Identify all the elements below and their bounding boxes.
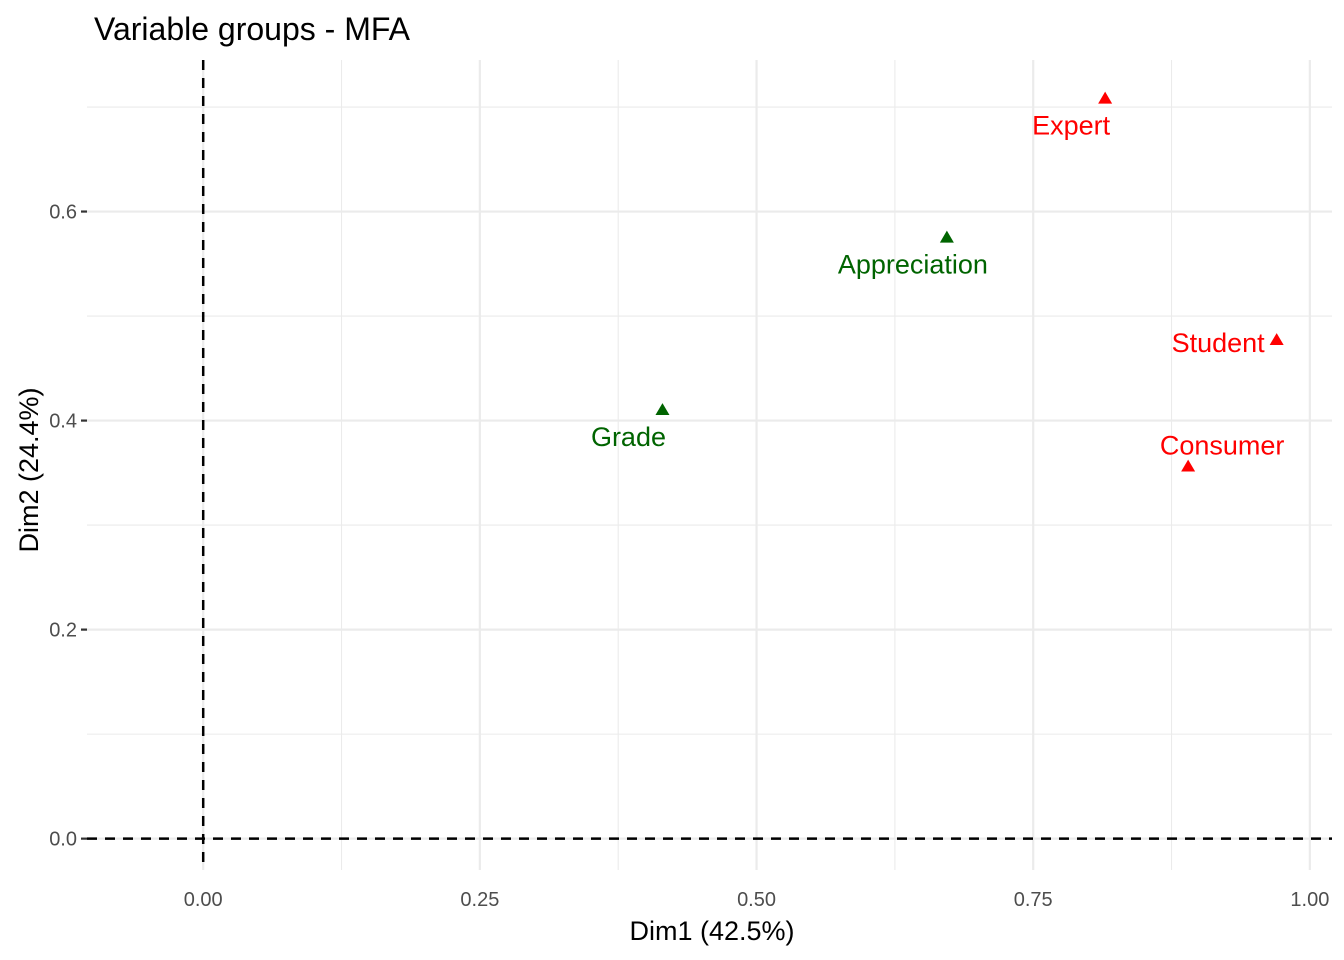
chart-title: Variable groups - MFA <box>94 11 411 47</box>
point-label: Appreciation <box>838 250 988 280</box>
x-tick-label: 0.25 <box>460 889 499 911</box>
y-axis: 0.0 0.2 0.4 0.6 <box>49 202 87 851</box>
x-axis: 0.00 0.25 0.50 0.75 1.00 <box>184 889 1330 911</box>
point-marker <box>1269 333 1284 346</box>
point-label: Grade <box>591 422 666 452</box>
y-tick-label: 0.0 <box>49 829 77 851</box>
point-label: Student <box>1172 328 1266 358</box>
x-tick-label: 0.50 <box>737 889 776 911</box>
y-tick-label: 0.6 <box>49 202 77 224</box>
y-tick-label: 0.4 <box>49 411 77 433</box>
point-marker <box>1098 91 1113 104</box>
grid <box>87 60 1332 870</box>
x-tick-label: 0.00 <box>184 889 223 911</box>
reference-lines <box>87 60 1332 870</box>
x-tick-label: 0.75 <box>1014 889 1053 911</box>
point-marker <box>1181 459 1196 472</box>
x-axis-title: Dim1 (42.5%) <box>629 916 794 946</box>
points: Expert Appreciation Student Grade Consumer <box>591 91 1285 472</box>
y-tick-label: 0.2 <box>49 620 77 642</box>
point-label: Expert <box>1032 111 1111 141</box>
x-tick-label: 1.00 <box>1290 889 1329 911</box>
point-marker <box>655 403 670 416</box>
point-label: Consumer <box>1160 431 1285 461</box>
point-marker <box>939 230 954 243</box>
y-axis-title: Dim2 (24.4%) <box>14 387 44 552</box>
